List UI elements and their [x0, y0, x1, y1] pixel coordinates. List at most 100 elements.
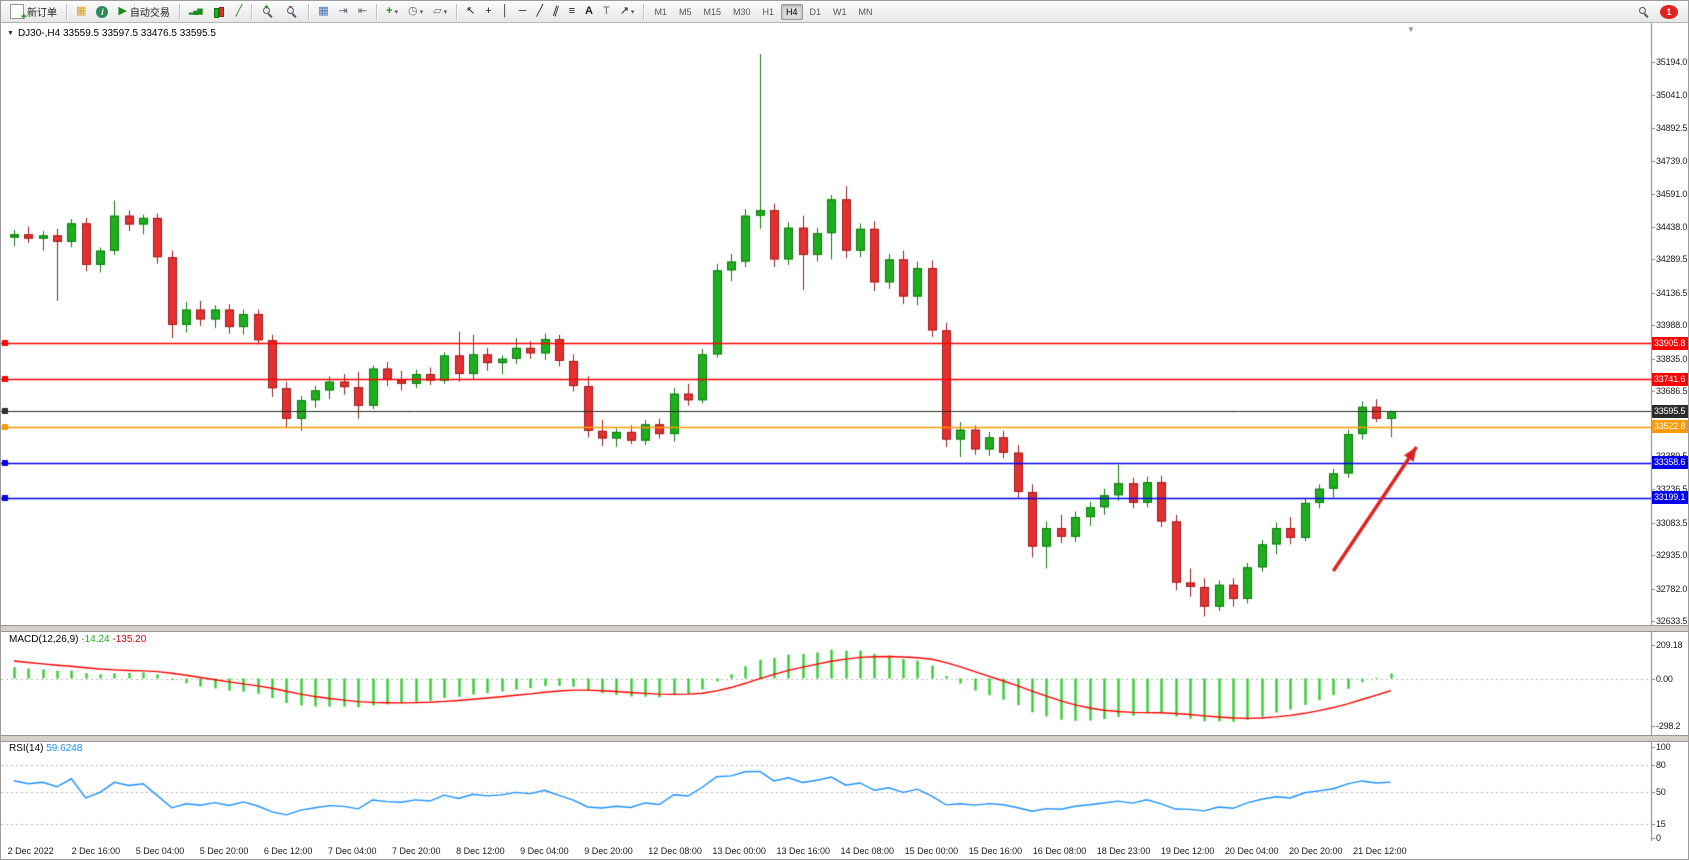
channel-tool-button[interactable]: ∥: [549, 2, 563, 22]
time-axis-label: 8 Dec 12:00: [456, 846, 505, 856]
notification-badge[interactable]: 1: [1660, 4, 1678, 19]
search-button[interactable]: [1633, 2, 1655, 22]
shapes-tool-button[interactable]: ↗ ▾: [616, 2, 639, 22]
dropdown-arrow-icon: ▾: [419, 8, 424, 16]
time-axis-label: 18 Dec 23:00: [1096, 846, 1151, 856]
channel-icon: ∥: [551, 4, 561, 18]
templates-button[interactable]: ▱ ▾: [429, 2, 451, 22]
price-axis-label: 34289.5: [1656, 254, 1688, 265]
toolbar-separator: [643, 3, 645, 20]
timeframe-w1-button[interactable]: W1: [833, 6, 847, 17]
time-axis-label: 13 Dec 00:00: [712, 846, 766, 856]
rsi-scale-label: 0: [1656, 833, 1661, 843]
search-icon: [1637, 5, 1651, 19]
price-axis[interactable]: 35194.0 35041.0 34892.5 34739.0 34591.0 34438…: [1651, 23, 1688, 843]
price-axis-label: 33835.0: [1656, 353, 1688, 364]
fibonacci-icon: ≡: [568, 5, 576, 17]
indicators-button[interactable]: + ▾: [382, 2, 402, 22]
price-axis-label: 34892.5: [1656, 122, 1688, 133]
chart-dropdown-icon[interactable]: ▼: [7, 30, 14, 37]
time-axis-label: 15 Dec 00:00: [904, 846, 959, 856]
time-axis-label: 5 Dec 20:00: [199, 846, 249, 856]
chart-shift-button[interactable]: ⇤: [354, 2, 371, 22]
toolbar-separator: [376, 3, 378, 20]
price-axis-label: 32935.0: [1656, 550, 1688, 561]
price-axis-label: 33236.5: [1656, 484, 1688, 495]
market-watch-icon: ▦: [76, 5, 87, 17]
zoom-out-icon: −: [285, 4, 299, 19]
new-order-icon: [10, 4, 27, 23]
indicators-plus-icon: +: [386, 5, 393, 17]
auto-scroll-button[interactable]: ⇥: [335, 2, 352, 22]
timeframe-m15-button[interactable]: M15: [703, 6, 721, 17]
text-tool-button[interactable]: A: [581, 2, 597, 22]
cursor-icon: ↖: [466, 5, 476, 17]
tile-windows-icon: ▦: [318, 5, 329, 17]
zoom-in-icon: +: [261, 4, 275, 19]
rsi-scale-label: 80: [1656, 759, 1666, 770]
time-axis[interactable]: 2 Dec 2022 2 Dec 16:00 5 Dec 04:00 5 Dec 20…: [1, 841, 1688, 859]
fibonacci-tool-button[interactable]: ≡: [565, 2, 579, 22]
macd-value-signal: -135.20: [112, 634, 147, 645]
vertical-line-icon: │: [501, 5, 509, 17]
time-axis-label: 20 Dec 04:00: [1224, 846, 1279, 856]
rsi-scale-label: 15: [1656, 819, 1666, 830]
timeframe-h4-button[interactable]: H4: [781, 3, 803, 20]
label-tool-icon: T: [602, 5, 610, 17]
text-tool-icon: A: [585, 5, 593, 17]
cursor-tool-button[interactable]: ↖: [462, 2, 479, 22]
timeframe-m1-button[interactable]: M1: [654, 6, 667, 17]
panel-divider-macd[interactable]: [1, 625, 1688, 632]
bar-chart-button[interactable]: ▂▄▆: [185, 2, 206, 22]
time-axis-label: 14 Dec 08:00: [840, 846, 895, 856]
bar-chart-icon: ▂▄▆: [188, 8, 203, 15]
text-label-tool-button[interactable]: T: [599, 2, 614, 22]
vertical-line-tool-button[interactable]: │: [498, 2, 513, 22]
chart-shift-marker[interactable]: ▼: [1407, 25, 1415, 34]
timeframe-m5-button[interactable]: M5: [678, 6, 692, 17]
timeframe-m30-button[interactable]: M30: [732, 6, 751, 17]
new-order-button[interactable]: 新订单: [6, 2, 61, 23]
macd-scale-label: -298.2: [1656, 721, 1681, 732]
price-axis-label: 32633.5: [1656, 616, 1688, 627]
timeframe-mn-button[interactable]: MN: [858, 6, 873, 17]
trendline-tool-button[interactable]: ╱: [532, 2, 547, 22]
data-window-button[interactable]: i: [92, 2, 112, 22]
arrow-tool-icon: ↗: [619, 5, 629, 17]
chart-ohlc-text: DJ30-,H4 33559.5 33597.5 33476.5 33595.5: [17, 28, 216, 39]
rsi-label: RSI(14) 59.6248: [9, 743, 82, 754]
periods-button[interactable]: ◷ ▾: [404, 2, 427, 22]
panel-divider-rsi[interactable]: [1, 735, 1688, 742]
macd-value-main: -14.24: [81, 634, 110, 645]
horizontal-line-icon: ─: [518, 5, 527, 17]
time-axis-label: 7 Dec 20:00: [392, 846, 441, 856]
horizontal-line-tool-button[interactable]: ─: [515, 2, 531, 22]
price-tag: 33522.8: [1652, 420, 1688, 434]
crosshair-tool-button[interactable]: +: [481, 2, 495, 22]
rsi-scale-label: 100: [1656, 741, 1671, 752]
rsi-value: 59.6248: [46, 743, 83, 754]
candlestick-chart-button[interactable]: [208, 2, 230, 22]
toolbar-separator: [251, 3, 253, 20]
macd-label: MACD(12,26,9) -14.24 -135.20: [9, 634, 146, 645]
template-icon: ▱: [433, 5, 442, 17]
rsi-scale-label: 50: [1656, 787, 1666, 798]
market-watch-button[interactable]: ▦: [72, 2, 90, 22]
new-order-label: 新订单: [27, 8, 57, 19]
price-axis-label: 34438.0: [1656, 222, 1688, 233]
toolbar-separator: [66, 3, 67, 20]
line-chart-button[interactable]: ╱: [232, 2, 247, 22]
timeframe-d1-button[interactable]: D1: [809, 6, 822, 17]
price-axis-label: 34591.0: [1656, 188, 1688, 199]
crosshair-icon: +: [485, 5, 492, 17]
main-toolbar: 新订单 ▦ i ▶ 自动交易 ▂▄▆ ╱ + − ▦ ⇥ ⇤ +▾ ◷▾ ▱▾ …: [1, 1, 1688, 23]
candlestick-icon: [212, 5, 226, 19]
zoom-in-button[interactable]: +: [257, 2, 279, 22]
time-axis-label: 19 Dec 12:00: [1160, 846, 1215, 856]
autotrading-button[interactable]: ▶ 自动交易: [114, 2, 173, 22]
zoom-out-button[interactable]: −: [281, 2, 303, 22]
toolbar-separator: [456, 3, 458, 20]
timeframe-h1-button[interactable]: H1: [762, 6, 775, 17]
tile-windows-button[interactable]: ▦: [314, 2, 332, 22]
